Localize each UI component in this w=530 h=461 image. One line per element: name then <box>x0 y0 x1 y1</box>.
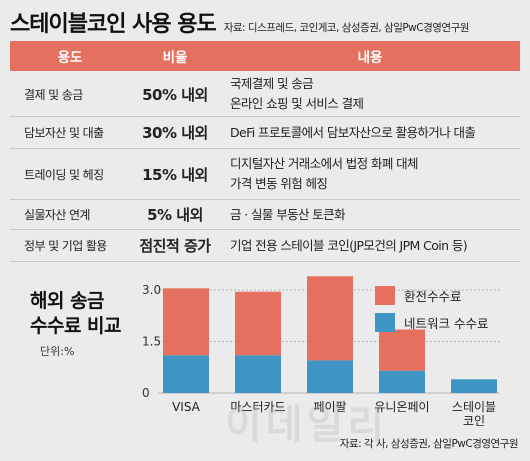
row-content: 디지털자산 거래소에서 법정 화폐 대체 가격 변동 위험 헤징 <box>220 154 520 194</box>
title-row: 스테이블코인 사용 용도 자료: 디스프레드, 코인게코, 삼성증권, 삼일Pw… <box>10 8 522 38</box>
row-ratio: 30% 내외 <box>142 124 208 142</box>
content-line: 가격 변동 위험 헤징 <box>230 176 328 191</box>
x-tick-label: 유니온페이 <box>374 400 429 414</box>
table-row: 결제 및 송금 50% 내외 국제결제 및 송금 온라인 쇼핑 및 서비스 결제 <box>10 72 520 117</box>
legend-swatch <box>375 313 395 332</box>
header-ratio: 비율 <box>162 50 188 66</box>
bar-segment <box>163 288 209 356</box>
y-tick-label: 0 <box>142 386 150 400</box>
legend-label: 네트워크 수수료 <box>404 316 488 331</box>
content-line: DeFi 프로토콜에서 담보자산으로 활용하거나 대출 <box>230 124 476 140</box>
watermark: 이데일리 <box>225 402 389 448</box>
row-use: 정부 및 기업 활용 <box>24 239 107 253</box>
content-line: 기업 전용 스테이블 코인(JP모건의 JPM Coin 등) <box>230 237 468 253</box>
header-use: 용도 <box>57 50 83 66</box>
bar-segment <box>379 370 425 393</box>
page-title: 스테이블코인 사용 용도 <box>10 12 217 37</box>
bar-segment <box>235 291 281 356</box>
bar-segment <box>235 355 281 393</box>
table-header: 용도 비율 내용 <box>10 41 520 71</box>
content-line: 디지털자산 거래소에서 법정 화폐 대체 <box>230 156 419 171</box>
chart-title-line: 수수료 비교 <box>30 315 122 337</box>
row-use: 담보자산 및 대출 <box>24 126 104 140</box>
table-row: 실물자산 연계 5% 내외 금 · 실물 부동산 토큰화 <box>10 200 520 230</box>
source-note-bottom: 자료: 각 사, 삼성증권, 삼일PwC경영연구원 <box>339 438 519 450</box>
row-use: 결제 및 송금 <box>24 87 83 102</box>
legend-swatch <box>375 286 395 305</box>
table-row: 정부 및 기업 활용 점진적 증가 기업 전용 스테이블 코인(JP모건의 JP… <box>10 230 520 262</box>
y-tick-label: 1.5 <box>142 335 161 349</box>
bar-segment <box>307 276 353 361</box>
content-line: 금 · 실물 부동산 토큰화 <box>230 206 346 222</box>
x-tick-label: 페이팔 <box>313 400 346 414</box>
x-tick-label: 코인 <box>463 414 485 428</box>
row-content: DeFi 프로토콜에서 담보자산으로 활용하거나 대출 <box>220 123 520 143</box>
row-ratio: 5% 내외 <box>147 206 203 224</box>
row-content: 기업 전용 스테이블 코인(JP모건의 JPM Coin 등) <box>220 236 520 256</box>
bar-segment <box>451 379 497 393</box>
source-note-top: 자료: 디스프레드, 코인게코, 삼성증권, 삼일PwC경영연구원 <box>223 22 470 34</box>
content-line: 국제결제 및 송금 <box>230 76 314 91</box>
x-tick-label: 스테이블 <box>452 400 496 414</box>
chart-title: 해외 송금 수수료 비교 <box>30 289 122 339</box>
row-use: 트레이딩 및 헤징 <box>24 167 104 182</box>
row-content: 금 · 실물 부동산 토큰화 <box>220 205 520 225</box>
row-use: 실물자산 연계 <box>24 208 90 222</box>
row-ratio: 15% 내외 <box>142 165 208 184</box>
x-tick-label: 마스터카드 <box>230 400 285 414</box>
bar-segment <box>163 355 209 393</box>
content-line: 온라인 쇼핑 및 서비스 결제 <box>230 96 364 111</box>
chart-title-line: 해외 송금 <box>30 290 105 312</box>
bar-segment <box>307 360 353 393</box>
unit-label: 단위:% <box>40 345 75 358</box>
row-ratio: 점진적 증가 <box>139 237 211 255</box>
bar-segment <box>379 329 425 371</box>
x-tick-label: VISA <box>172 400 201 414</box>
table-row: 담보자산 및 대출 30% 내외 DeFi 프로토콜에서 담보자산으로 활용하거… <box>10 117 520 149</box>
y-tick-label: 3.0 <box>142 283 161 297</box>
legend-label: 환전수수료 <box>404 289 462 304</box>
header-content: 내용 <box>357 50 383 66</box>
row-ratio: 50% 내외 <box>142 85 208 104</box>
table-row: 트레이딩 및 헤징 15% 내외 디지털자산 거래소에서 법정 화폐 대체 가격… <box>10 149 520 200</box>
row-content: 국제결제 및 송금 온라인 쇼핑 및 서비스 결제 <box>220 74 520 114</box>
